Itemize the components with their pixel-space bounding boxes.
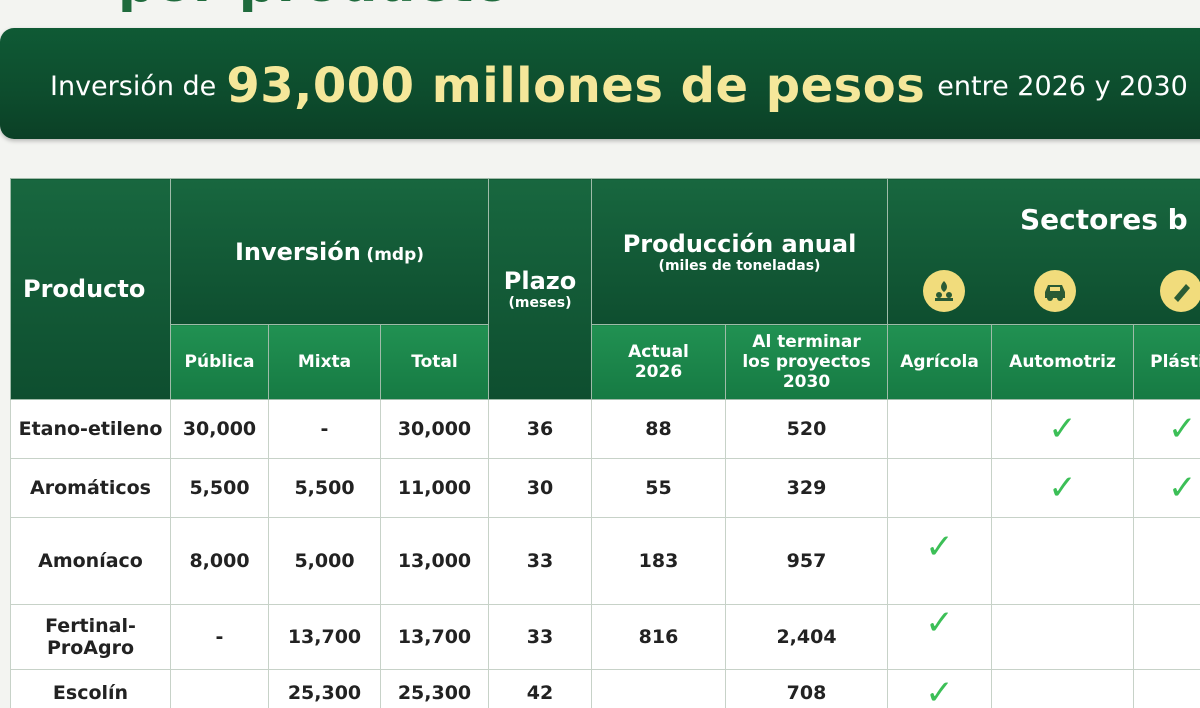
header-sectores: Sectores b [888,179,1200,325]
header-plasticos: Plásti [1134,325,1200,400]
cell-agricola: ✓ [888,518,992,605]
cell-producto: Aromáticos [11,459,171,518]
cell-producto: Amoníaco [11,518,171,605]
cell-total: 13,000 [381,518,489,605]
cell-plazo: 42 [489,670,592,708]
header-actual-line2: 2026 [592,362,725,382]
cell-terminar: 329 [726,459,888,518]
cell-plazo: 33 [489,605,592,670]
check-icon-automotriz: ✓ [992,459,1134,518]
header-agricola: Agrícola [888,325,992,400]
cell-mixta: 5,000 [269,518,381,605]
check-icon-automotriz: ✓ [992,400,1134,459]
cell-agricola [888,400,992,459]
cell-actual: 816 [592,605,726,670]
cell-agricola: ✓ [888,605,992,670]
cell-publica: 8,000 [171,518,269,605]
header-produccion-title: Producción anual [592,230,887,258]
cell-actual: 55 [592,459,726,518]
cell-actual [592,670,726,708]
table-row: Escolín 25,300 25,300 42 708 ✓ [11,670,1200,708]
header-plazo-title: Plazo [489,267,591,295]
table-row: Fertinal- ProAgro - 13,700 13,700 33 816… [11,605,1200,670]
cell-total: 11,000 [381,459,489,518]
header-plazo-unit: (meses) [489,295,591,311]
header-sectores-title: Sectores b [888,203,1200,236]
cell-publica [171,670,269,708]
cell-plasticos [1134,670,1200,708]
cell-mixta: 5,500 [269,459,381,518]
banner-prefix: Inversión de [50,71,216,102]
cell-total: 13,700 [381,605,489,670]
header-total: Total [381,325,489,400]
banner-amount: 93,000 millones de pesos [226,58,925,114]
header-actual: Actual 2026 [592,325,726,400]
cell-plazo: 33 [489,518,592,605]
cell-plasticos [1134,518,1200,605]
cell-producto-line1: Fertinal- [11,615,170,637]
check-icon-agricola: ✓ [925,530,954,564]
cell-terminar: 2,404 [726,605,888,670]
cell-producto: Fertinal- ProAgro [11,605,171,670]
table-row: Etano-etileno 30,000 - 30,000 36 88 520 … [11,400,1200,459]
cell-total: 25,300 [381,670,489,708]
header-inversion: Inversión (mdp) [171,179,489,325]
page-heading: por producto [118,0,511,14]
cell-plazo: 30 [489,459,592,518]
cell-mixta: - [269,400,381,459]
check-icon-plasticos: ✓ [1134,459,1200,518]
plastic-icon [1160,270,1200,312]
header-al-terminar-line1: Al terminar [726,332,887,352]
table-row: Amoníaco 8,000 5,000 13,000 33 183 957 ✓ [11,518,1200,605]
header-plazo: Plazo (meses) [489,179,592,400]
cell-producto: Etano-etileno [11,400,171,459]
check-icon-agricola: ✓ [925,606,954,640]
cell-automotriz [992,605,1134,670]
sector-icons [888,270,1200,312]
cell-terminar: 520 [726,400,888,459]
investment-banner: Inversión de 93,000 millones de pesos en… [0,28,1200,139]
car-icon [1034,270,1076,312]
cell-agricola [888,459,992,518]
header-mixta: Mixta [269,325,381,400]
cell-automotriz [992,518,1134,605]
cell-mixta: 25,300 [269,670,381,708]
cell-plazo: 36 [489,400,592,459]
header-automotriz: Automotriz [992,325,1134,400]
header-al-terminar-line2: los proyectos [726,352,887,372]
banner-suffix: entre 2026 y 2030 [937,71,1188,102]
header-inversion-title: Inversión [235,238,361,266]
header-al-terminar-line3: 2030 [726,372,887,392]
cell-total: 30,000 [381,400,489,459]
header-producto: Producto [11,179,171,400]
product-table: Producto Inversión (mdp) Plazo (meses) P… [10,178,1200,708]
header-produccion: Producción anual (miles de toneladas) [592,179,888,325]
cell-actual: 183 [592,518,726,605]
header-actual-line1: Actual [592,342,725,362]
check-icon-plasticos: ✓ [1134,400,1200,459]
agriculture-icon [923,270,965,312]
cell-terminar: 957 [726,518,888,605]
cell-mixta: 13,700 [269,605,381,670]
header-inversion-unit: (mdp) [366,245,424,265]
cell-automotriz [992,670,1134,708]
cell-publica: 5,500 [171,459,269,518]
table-row: Aromáticos 5,500 5,500 11,000 30 55 329 … [11,459,1200,518]
cell-terminar: 708 [726,670,888,708]
cell-publica: - [171,605,269,670]
cell-producto: Escolín [11,670,171,708]
cell-producto-line2: ProAgro [11,637,170,659]
header-al-terminar: Al terminar los proyectos 2030 [726,325,888,400]
check-icon-agricola: ✓ [888,670,992,708]
header-publica: Pública [171,325,269,400]
cell-plasticos [1134,605,1200,670]
header-produccion-unit: (miles de toneladas) [592,258,887,274]
cell-actual: 88 [592,400,726,459]
product-table-container: Producto Inversión (mdp) Plazo (meses) P… [10,178,1200,708]
cell-publica: 30,000 [171,400,269,459]
banner-text: Inversión de 93,000 millones de pesos en… [50,56,1188,116]
